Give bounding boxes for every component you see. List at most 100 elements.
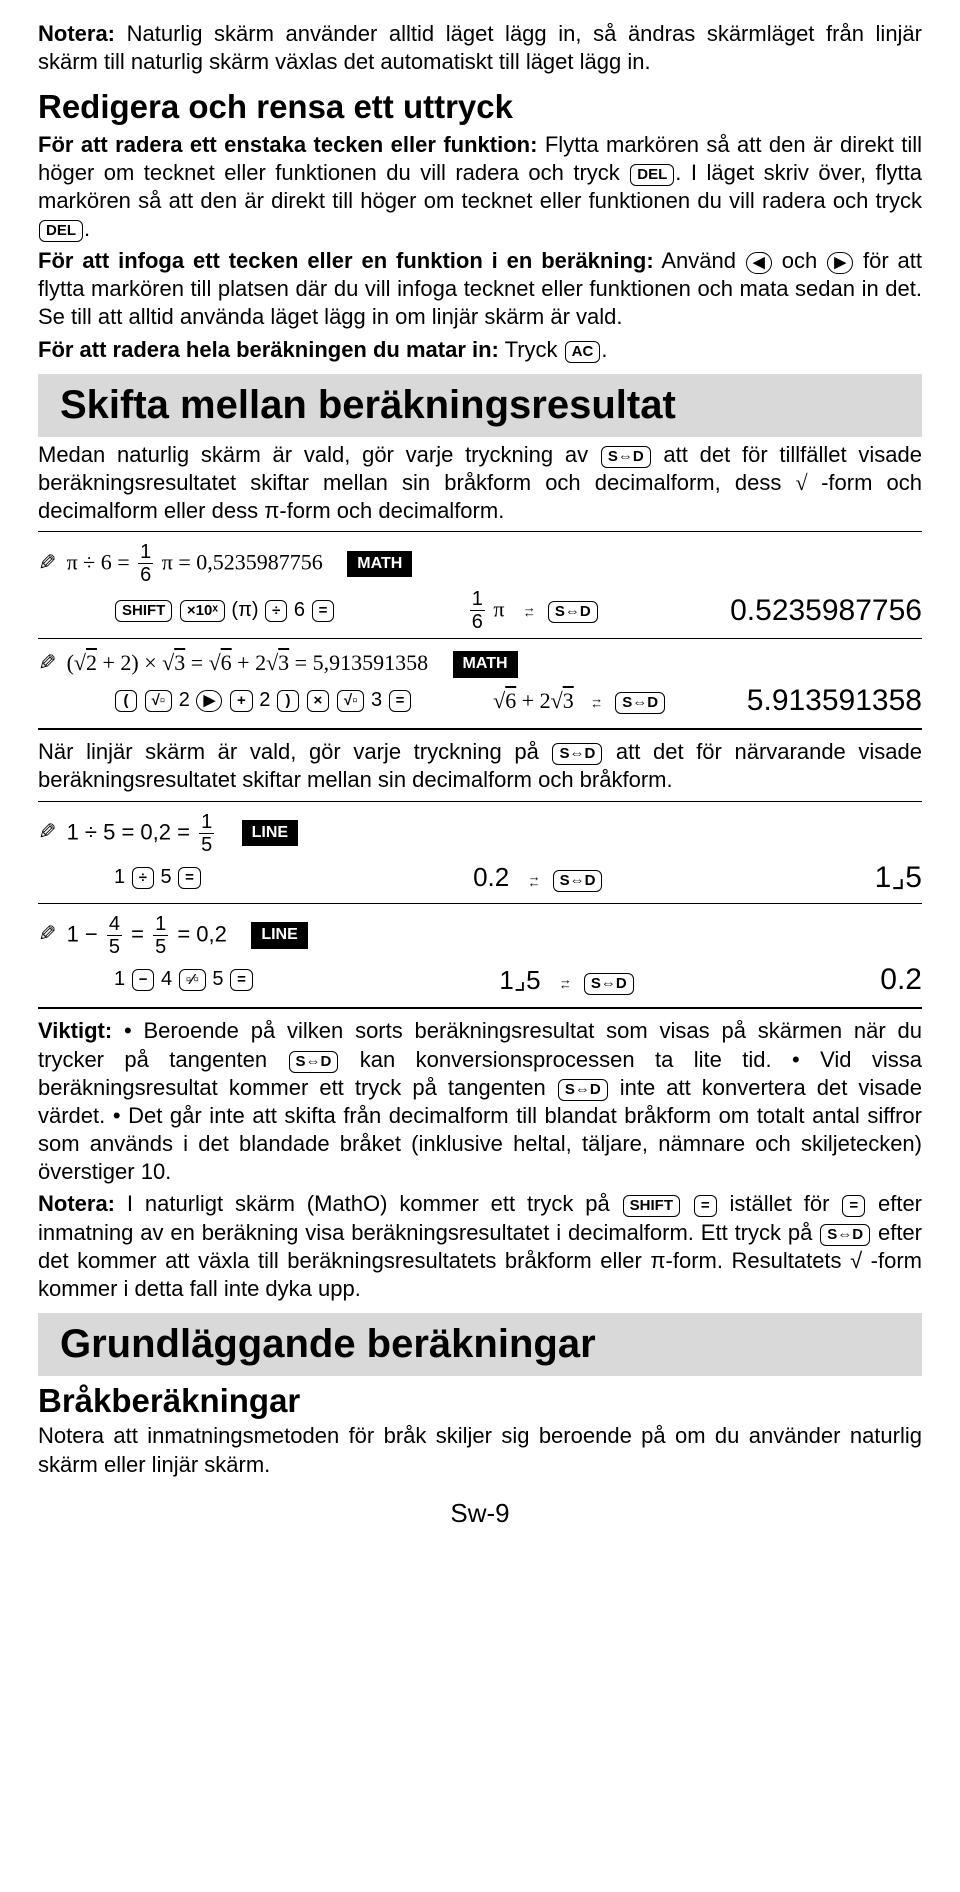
- divider: [38, 531, 922, 532]
- ex4-keys: 1 − 4 ▫⁄▫ 5 =: [114, 967, 254, 993]
- sd-key-icon: S⇔D: [820, 1224, 870, 1246]
- skifta-p1a: Medan naturlig skärm är vald, gör varje …: [38, 442, 600, 467]
- math-badge: MATH: [347, 551, 412, 577]
- ex1-expr-left: π ÷ 6 =: [67, 550, 136, 575]
- ex2-mid: √6 + 2√3 S⇔D: [493, 687, 666, 715]
- thick-divider: [38, 1007, 922, 1009]
- right-key-icon: ▶: [827, 252, 853, 274]
- notera-bottom: Notera: I naturligt skärm (MathO) kommer…: [38, 1190, 922, 1303]
- edit-p2: För att infoga ett tecken eller en funkt…: [38, 247, 922, 331]
- edit-p2c: och: [773, 248, 826, 273]
- sub-heading-brak: Bråkberäkningar: [38, 1380, 922, 1422]
- ex1-keys: SHIFT ×10ˣ (π) ÷ 6 =: [114, 598, 335, 624]
- eq-key-icon: =: [178, 867, 201, 889]
- example-1-result: SHIFT ×10ˣ (π) ÷ 6 = 16 π S⇔D 0.52359877…: [76, 589, 922, 632]
- linear-para: När linjär skärm är vald, gör varje tryc…: [38, 738, 922, 794]
- left-key-icon: ◀: [746, 252, 772, 274]
- line-badge: LINE: [251, 922, 307, 948]
- six: 6: [294, 599, 305, 621]
- example-1: ✎ π ÷ 6 = 16 π = 0,5235987756 MATH: [38, 542, 922, 585]
- plus-key-icon: +: [230, 690, 253, 712]
- edit-p2a: För att infoga ett tecken eller en funkt…: [38, 248, 654, 273]
- rparen-key-icon: ): [277, 690, 299, 712]
- example-2-result: ( √▫ 2 ▶ + 2 ) × √▫ 3 = √6 + 2√3 S⇔D 5.9…: [76, 682, 922, 720]
- example-3: ✎ 1 ÷ 5 = 0,2 = 15 LINE: [38, 812, 922, 855]
- sqrt-key-icon: √▫: [337, 690, 365, 712]
- del-key-icon: DEL: [39, 220, 83, 242]
- edit-p3b: Tryck: [499, 337, 564, 362]
- sd-arrows-icon: [523, 603, 541, 619]
- sqrt-icon: √: [795, 470, 821, 495]
- ex2-expr: (√2 + 2) × √3 = √6 + 2√3 = 5,913591358: [67, 650, 429, 675]
- pencil-icon: ✎: [38, 649, 56, 677]
- example-2: ✎ (√2 + 2) × √3 = √6 + 2√3 = 5,913591358…: [38, 649, 922, 677]
- skifta-p1: Medan naturlig skärm är vald, gör varje …: [38, 441, 922, 525]
- sd-arrows-icon: [528, 872, 546, 888]
- div-key-icon: ÷: [265, 600, 287, 622]
- top-note: Notera: Naturlig skärm använder alltid l…: [38, 20, 922, 76]
- sd-key-icon: S⇔D: [601, 446, 651, 468]
- notera-label: Notera:: [38, 21, 115, 46]
- page-number: Sw-9: [38, 1497, 922, 1530]
- pencil-icon: ✎: [38, 818, 56, 846]
- lparen-key-icon: (: [115, 690, 137, 712]
- ex1-mid: 16 π S⇔D: [467, 589, 599, 632]
- del-key-icon: DEL: [630, 164, 674, 186]
- viktigt-para: Viktigt: • Beroende på vilken sorts berä…: [38, 1017, 922, 1186]
- x10x-key-icon: ×10ˣ: [180, 600, 225, 622]
- divider: [38, 638, 922, 639]
- eq-key-icon: =: [230, 969, 253, 991]
- ex4-mid: 1⌟5 S⇔D: [499, 964, 634, 997]
- example-4: ✎ 1 − 45 = 15 = 0,2 LINE: [38, 914, 922, 957]
- thick-divider: [38, 728, 922, 730]
- sd-key-icon: S⇔D: [553, 870, 603, 892]
- sd-key-icon: S⇔D: [548, 601, 598, 623]
- shift-key-icon: SHIFT: [623, 1195, 680, 1217]
- ex3-keys: 1 ÷ 5 =: [114, 865, 202, 891]
- grund-para: Notera att inmatningsmetoden för bråk sk…: [38, 1422, 922, 1478]
- edit-p3a: För att radera hela beräkningen du matar…: [38, 337, 499, 362]
- ex3-frac: 15: [199, 812, 214, 855]
- ex4-result: 0.2: [880, 961, 922, 999]
- edit-p1a: För att radera ett enstaka tecken eller …: [38, 132, 537, 157]
- sd-key-icon: S⇔D: [552, 743, 602, 765]
- edit-p3: För att radera hela beräkningen du matar…: [38, 336, 922, 364]
- ex1-expr-mid: π = 0,5235987756: [156, 550, 323, 575]
- pencil-icon: ✎: [38, 549, 56, 577]
- ex2-result: 5.913591358: [747, 682, 922, 720]
- sd-arrows-icon: [590, 694, 608, 710]
- line-badge: LINE: [242, 820, 298, 846]
- eq-key-icon: =: [389, 690, 412, 712]
- eq-key-icon: =: [842, 1195, 865, 1217]
- linear-a: När linjär skärm är vald, gör varje tryc…: [38, 739, 551, 764]
- frac-key-icon: ▫⁄▫: [179, 969, 206, 991]
- ex3-mid: 0.2 S⇔D: [473, 861, 603, 894]
- notera-text: Naturlig skärm använder alltid läget läg…: [38, 21, 922, 74]
- ex2-keys: ( √▫ 2 ▶ + 2 ) × √▫ 3 =: [114, 688, 412, 714]
- sd-key-icon: S⇔D: [289, 1051, 339, 1073]
- example-3-result: 1 ÷ 5 = 0.2 S⇔D 1⌟5: [76, 859, 922, 897]
- ac-key-icon: AC: [565, 341, 601, 363]
- math-badge: MATH: [453, 651, 518, 677]
- sd-key-icon: S⇔D: [584, 973, 634, 995]
- pencil-icon: ✎: [38, 920, 56, 948]
- shift-key-icon: SHIFT: [115, 600, 172, 622]
- ex1-frac: 16: [138, 542, 153, 585]
- eq-key-icon: =: [312, 600, 335, 622]
- viktigt-label: Viktigt:: [38, 1018, 112, 1043]
- edit-p2b: Använd: [654, 248, 745, 273]
- notera-label: Notera:: [38, 1191, 115, 1216]
- right-key-icon: ▶: [196, 690, 222, 712]
- sd-arrows-icon: [559, 975, 577, 991]
- divider: [38, 903, 922, 904]
- sd-key-icon: S⇔D: [558, 1079, 608, 1101]
- eq-key-icon: =: [694, 1195, 717, 1217]
- times-key-icon: ×: [307, 690, 330, 712]
- section-title-grund: Grundläggande beräkningar: [38, 1313, 922, 1376]
- section-title-skifta: Skifta mellan beräkningsresultat: [38, 374, 922, 437]
- divider: [38, 801, 922, 802]
- pi-paren: (π): [231, 599, 258, 621]
- sd-key-icon: S⇔D: [615, 692, 665, 714]
- ex4-l: 1 −: [67, 921, 104, 946]
- div-key-icon: ÷: [132, 867, 154, 889]
